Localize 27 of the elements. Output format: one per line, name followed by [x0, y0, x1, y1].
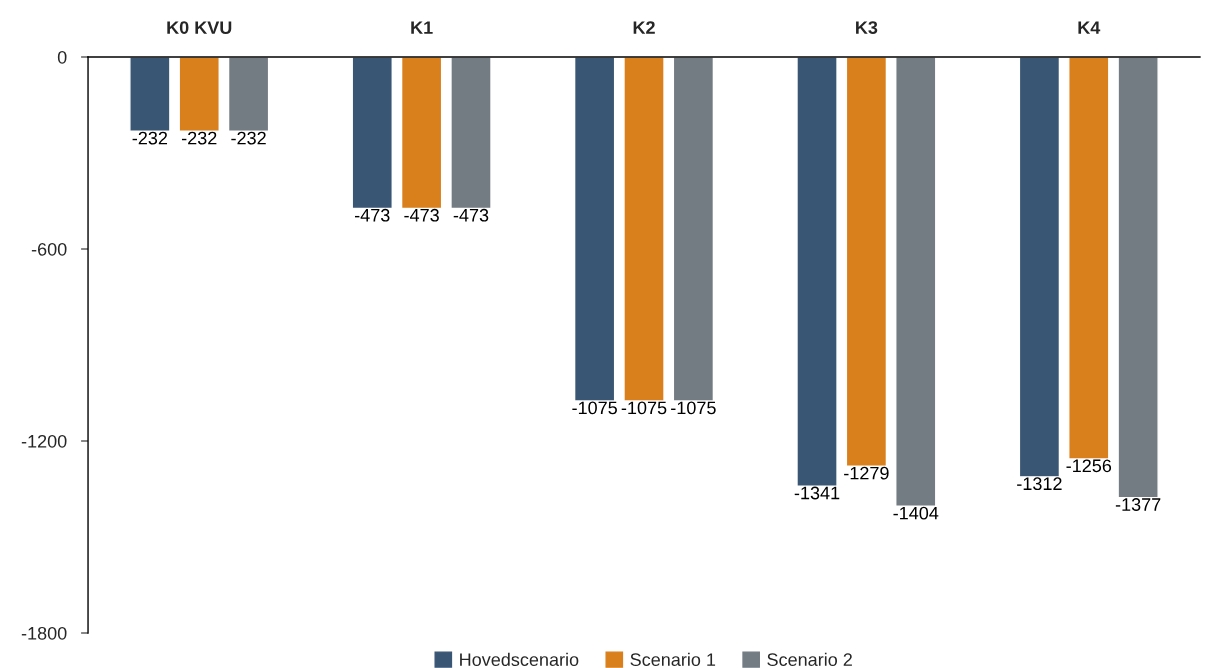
- data-label: -1404: [893, 506, 939, 520]
- data-label: -1075: [572, 401, 617, 415]
- y-tick-label: -1200: [21, 434, 67, 448]
- legend-label: Scenario 2: [767, 652, 852, 667]
- data-label: -1075: [621, 401, 667, 415]
- y-tick-label: -1800: [21, 626, 67, 640]
- data-label: -232: [231, 131, 266, 145]
- data-label: -1377: [1115, 498, 1161, 511]
- data-label: -473: [354, 208, 390, 222]
- x-tick-label: K3: [856, 21, 878, 35]
- legend-label: Scenario 1: [630, 652, 716, 667]
- x-tick-label: K1: [411, 21, 433, 34]
- data-label: -1256: [1066, 459, 1112, 473]
- data-label: -473: [453, 208, 489, 222]
- data-label: -473: [404, 208, 439, 222]
- x-tick-label: K0 KVU: [167, 21, 232, 34]
- data-label: -1312: [1017, 477, 1062, 491]
- data-label: -1341: [794, 486, 840, 500]
- data-label: -232: [132, 131, 168, 145]
- data-label: -1075: [671, 401, 716, 415]
- data-label: -232: [181, 131, 217, 145]
- y-tick-label: 0: [57, 50, 67, 64]
- legend-label: Hovedscenario: [460, 652, 579, 667]
- x-tick-label: K2: [633, 21, 655, 34]
- data-label: -1279: [844, 466, 889, 480]
- x-tick-label: K4: [1078, 21, 1101, 34]
- y-tick-label: -600: [31, 242, 67, 256]
